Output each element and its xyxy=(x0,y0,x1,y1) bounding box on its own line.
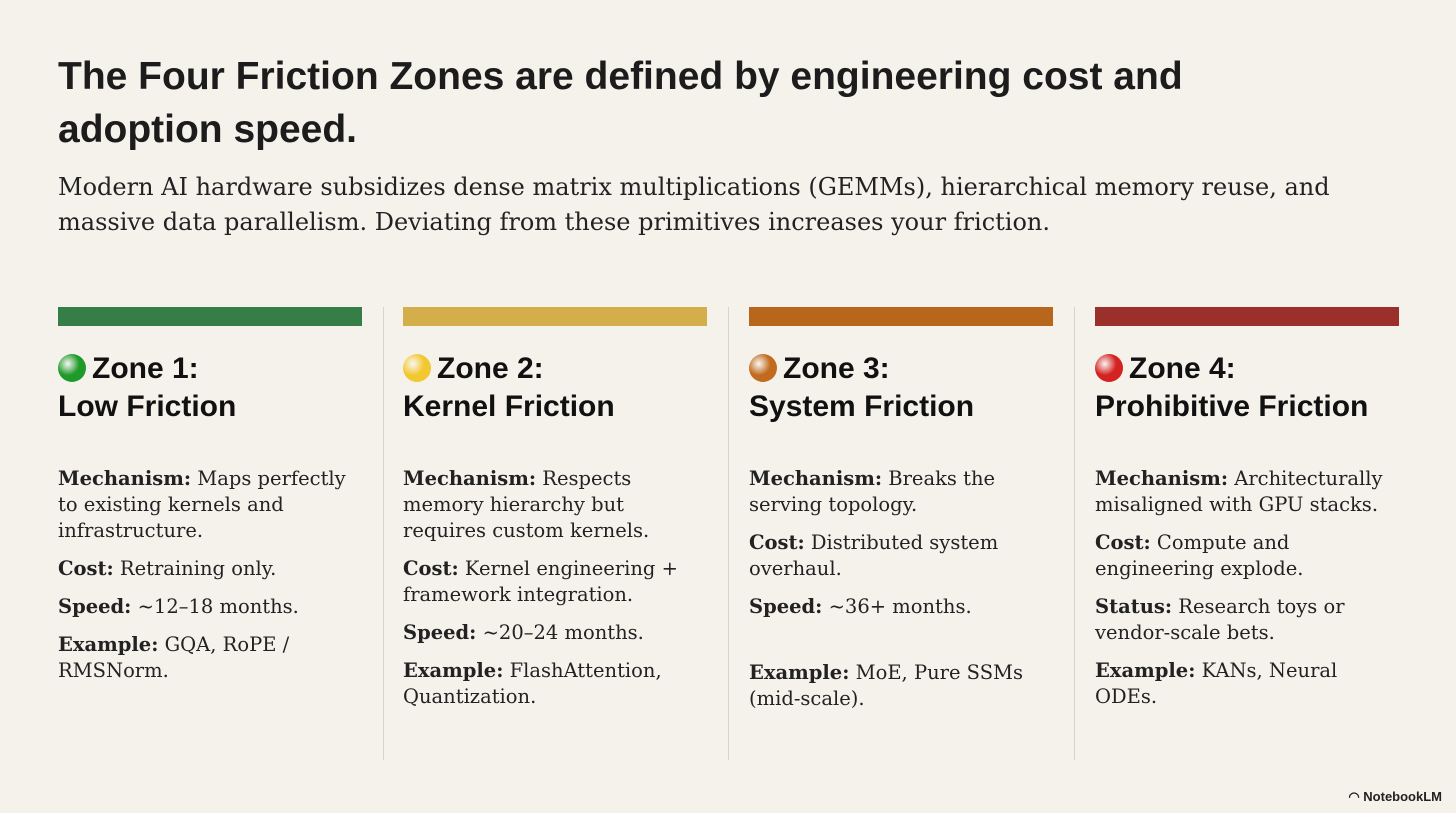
zone-column-2: Zone 2: Kernel Friction Mechanism: Respect… xyxy=(403,307,707,722)
zone-detail: Cost: Kernel engineering + framework int… xyxy=(403,557,678,606)
zone-color-bar xyxy=(749,307,1053,326)
zone-detail: Mechanism: Architecturally misaligned wi… xyxy=(1095,467,1383,516)
status-dot-icon xyxy=(403,354,431,382)
column-divider xyxy=(383,307,384,760)
zone-detail: Speed: ~12–18 months. xyxy=(58,595,299,618)
zone-column-4: Zone 4: Prohibitive Friction Mechanism: Ar… xyxy=(1095,307,1399,722)
zone-detail: Mechanism: Breaks the serving topology. xyxy=(749,467,996,516)
column-divider xyxy=(728,307,729,760)
notebooklm-logo-icon: ◠ xyxy=(1348,789,1364,804)
zone-color-bar xyxy=(58,307,362,326)
zone-detail: Example: FlashAttention, Quantization. xyxy=(403,659,662,708)
zone-detail: Status: Research toys or vendor-scale be… xyxy=(1095,595,1345,644)
zone-heading: Zone 3: System Friction xyxy=(749,352,975,423)
status-dot-icon xyxy=(1095,354,1123,382)
zone-detail: Mechanism: Maps perfectly to existing ke… xyxy=(58,467,346,542)
zone-detail: Mechanism: Respects memory hierarchy but… xyxy=(403,467,650,542)
zone-heading: Zone 1: Low Friction xyxy=(58,352,237,423)
zone-detail: Cost: Compute and engineering explode. xyxy=(1095,531,1304,580)
zone-color-bar xyxy=(403,307,707,326)
slide-title: The Four Friction Zones are defined by e… xyxy=(58,55,1183,151)
zone-detail: Speed: ~20–24 months. xyxy=(403,621,644,644)
status-dot-icon xyxy=(749,354,777,382)
zone-heading: Zone 2: Kernel Friction xyxy=(403,352,615,423)
zone-detail: Example: KANs, Neural ODEs. xyxy=(1095,659,1338,708)
zone-detail: Cost: Retraining only. xyxy=(58,557,277,580)
zone-detail: Example: MoE, Pure SSMs (mid-scale). xyxy=(749,661,1024,710)
slide-subtitle: Modern AI hardware subsidizes dense matr… xyxy=(58,173,1330,236)
notebooklm-brand: ◠ NotebookLM xyxy=(1348,789,1442,804)
column-divider xyxy=(1074,307,1075,760)
status-dot-icon xyxy=(58,354,86,382)
zone-heading: Zone 4: Prohibitive Friction xyxy=(1095,352,1369,423)
zone-column-3: Zone 3: System Friction Mechanism: Breaks … xyxy=(749,307,1053,724)
zone-detail: Example: GQA, RoPE / RMSNorm. xyxy=(58,633,290,682)
zone-column-1: Zone 1: Low Friction Mechanism: Maps perfe… xyxy=(58,307,362,696)
zone-color-bar xyxy=(1095,307,1399,326)
zone-detail: Cost: Distributed system overhaul. xyxy=(749,531,999,580)
zone-detail: Speed: ~36+ months. xyxy=(749,595,972,618)
